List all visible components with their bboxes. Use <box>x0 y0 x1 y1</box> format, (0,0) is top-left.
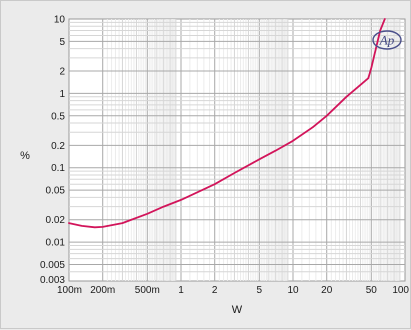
y-tick-label: 0.02 <box>46 215 66 226</box>
y-tick-label: 1 <box>59 89 65 100</box>
y-tick-label: 0.1 <box>51 163 65 174</box>
y-axis-ticks: 10 5 2 1 0.5 0.2 0.1 0.05 0.02 0.01 0.005 0.003 <box>40 15 65 287</box>
y-tick-label: 0.01 <box>46 238 66 249</box>
y-tick-label: 0.003 <box>40 275 65 286</box>
x-axis-label: W <box>232 304 243 316</box>
y-tick-label: 10 <box>54 15 66 26</box>
y-tick-label: 5 <box>59 37 65 48</box>
y-tick-label: 0.2 <box>51 141 65 152</box>
y-tick-label: 2 <box>59 66 65 77</box>
series-layer <box>68 18 386 229</box>
x-tick-label: 100 <box>392 285 409 296</box>
y-tick-label: 0.005 <box>40 260 65 271</box>
x-tick-label: 2 <box>212 285 218 296</box>
x-axis-ticks: 100m 200m 500m 1 2 5 10 20 50 100 <box>57 285 409 296</box>
y-axis-label: % <box>20 150 30 162</box>
ap-logo: Ap <box>372 30 402 50</box>
x-tick-label: 100m <box>57 285 82 296</box>
grid <box>69 19 405 281</box>
x-tick-label: 500m <box>135 285 160 296</box>
plot-area <box>68 18 406 282</box>
y-tick-label: 0.5 <box>51 111 65 122</box>
x-tick-label: 200m <box>90 285 115 296</box>
x-tick-label: 20 <box>321 285 333 296</box>
series-line <box>68 18 386 229</box>
x-tick-label: 5 <box>257 285 263 296</box>
x-tick-label: 10 <box>287 285 299 296</box>
ap-logo-text: Ap <box>379 33 395 48</box>
y-tick-label: 0.05 <box>46 186 66 197</box>
x-tick-label: 50 <box>366 285 378 296</box>
x-tick-label: 1 <box>178 285 184 296</box>
